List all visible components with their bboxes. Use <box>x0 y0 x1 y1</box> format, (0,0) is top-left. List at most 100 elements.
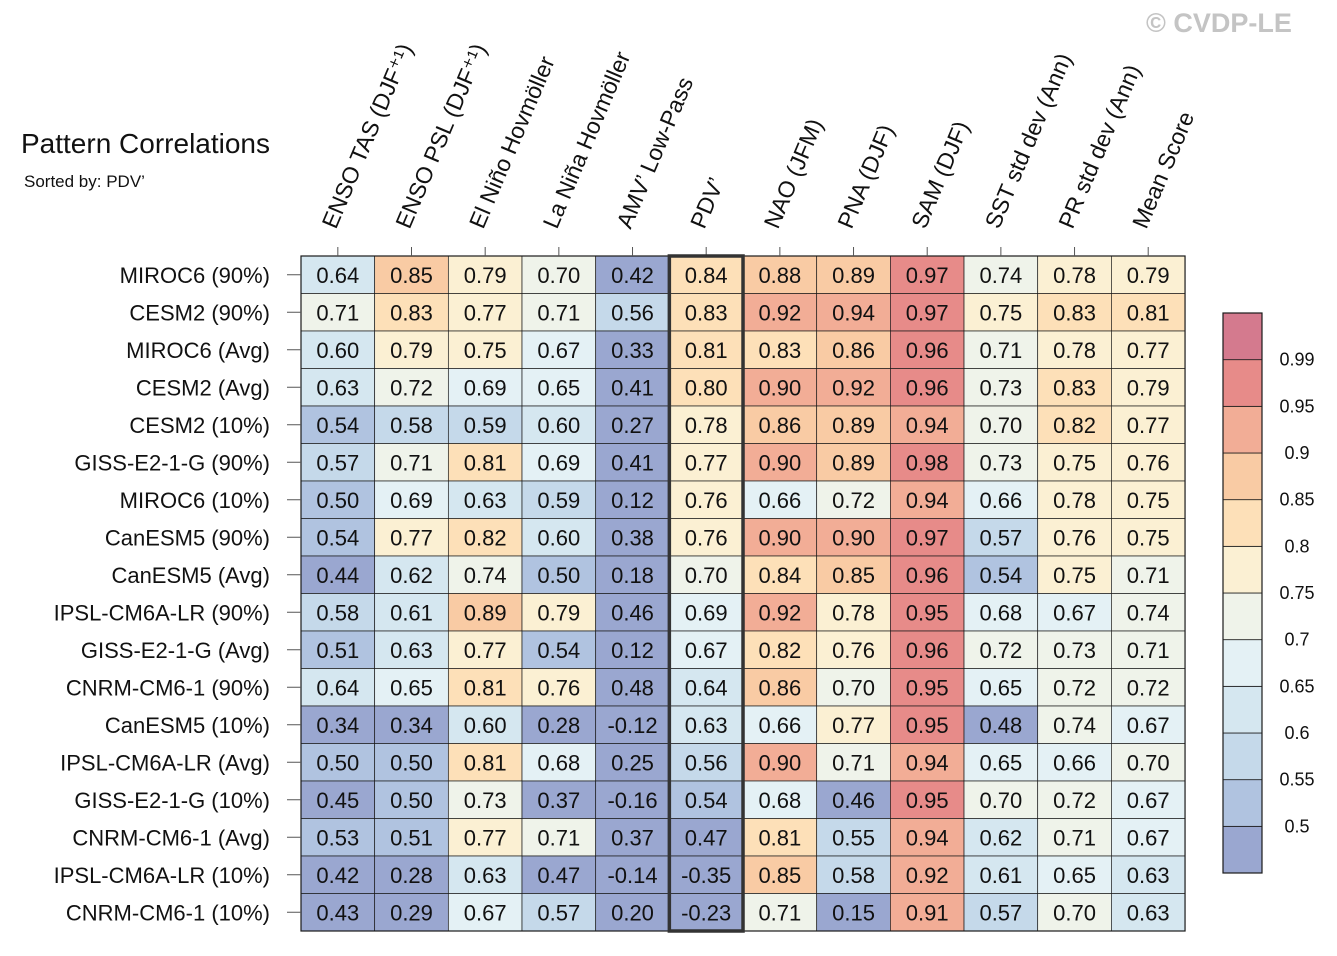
heatmap-cell <box>963 368 1039 407</box>
cell-value: 0.73 <box>1053 638 1096 663</box>
cell-value: 0.85 <box>390 263 433 288</box>
cell-value: 0.77 <box>1127 413 1170 438</box>
heatmap-cell <box>668 480 744 519</box>
cell-value: 0.74 <box>1127 600 1170 625</box>
cell-value: 0.69 <box>464 375 507 400</box>
cell-value: 0.63 <box>685 713 728 738</box>
cell-value: 0.74 <box>979 263 1022 288</box>
heatmap-cell <box>1037 743 1112 782</box>
heatmap-cell <box>1037 330 1112 369</box>
heatmap-cell <box>816 518 891 557</box>
cell-value: 0.29 <box>390 900 433 925</box>
cell-value: 0.97 <box>906 525 949 550</box>
heatmap-cell <box>816 743 891 782</box>
cell-value: 0.90 <box>758 450 801 475</box>
heatmap-cell <box>521 330 597 369</box>
cell-value: 0.64 <box>316 263 359 288</box>
cell-value: 0.85 <box>758 863 801 888</box>
cell-value: -0.35 <box>681 863 731 888</box>
cell-value: 0.92 <box>758 600 801 625</box>
cell-value: 0.58 <box>832 863 875 888</box>
cell-value: 0.12 <box>611 488 654 513</box>
heatmap-cell <box>374 630 449 669</box>
row-labels: MIROC6 (90%) CESM2 (90%) MIROC6 (Avg) CESM2… <box>54 263 301 925</box>
heatmap-cell <box>742 330 818 369</box>
cell-value: 0.66 <box>758 713 801 738</box>
cell-value: 0.72 <box>979 638 1022 663</box>
cell-value: 0.59 <box>464 413 507 438</box>
cell-value: 0.77 <box>685 450 728 475</box>
heatmap-cell <box>668 443 744 482</box>
cell-value: 0.95 <box>906 600 949 625</box>
colorbar-segment <box>1222 312 1263 361</box>
cell-value: 0.70 <box>1053 900 1096 925</box>
cell-value: 0.51 <box>316 638 359 663</box>
cell-value: 0.68 <box>537 750 580 775</box>
heatmap-cell <box>1037 480 1112 519</box>
heatmap-cell <box>447 518 523 557</box>
cell-value: 0.79 <box>464 263 507 288</box>
cell-value: 0.45 <box>316 788 359 813</box>
cell-value: 0.28 <box>537 713 580 738</box>
cell-value: 0.90 <box>832 525 875 550</box>
heatmap-cell <box>521 855 597 894</box>
cell-value: 0.46 <box>832 788 875 813</box>
heatmap-cell <box>521 368 597 407</box>
heatmap-cell <box>521 705 597 744</box>
row-label: MIROC6 (10%) <box>120 488 270 513</box>
cell-value: 0.78 <box>1053 338 1096 363</box>
colorbar-tick-label: 0.5 <box>1284 816 1309 836</box>
heatmap-cell <box>1037 518 1112 557</box>
heatmap-cell <box>742 668 818 707</box>
cell-value: 0.34 <box>390 713 433 738</box>
heatmap-cell <box>742 855 818 894</box>
column-header: PDV’ <box>685 174 729 232</box>
cell-value: 0.67 <box>1127 825 1170 850</box>
cell-value: 0.77 <box>390 525 433 550</box>
heatmap-cell <box>521 593 597 632</box>
heatmap-cell <box>595 855 670 894</box>
watermark: © CVDP-LE <box>1146 8 1292 38</box>
cell-value: 0.64 <box>685 675 728 700</box>
cell-value: 0.42 <box>611 263 654 288</box>
cell-value: 0.70 <box>685 563 728 588</box>
heatmap-cell <box>447 893 523 932</box>
cell-value: 0.71 <box>1127 638 1170 663</box>
cell-value: 0.20 <box>611 900 654 925</box>
cell-value: 0.89 <box>464 600 507 625</box>
cell-value: 0.18 <box>611 563 654 588</box>
cell-value: 0.60 <box>464 713 507 738</box>
cell-value: 0.71 <box>758 900 801 925</box>
heatmap-cell <box>300 555 376 594</box>
row-label: MIROC6 (Avg) <box>126 338 270 363</box>
heatmap-cell <box>300 518 376 557</box>
cell-value: 0.60 <box>537 413 580 438</box>
heatmap-cell <box>300 405 376 444</box>
colorbar-tick-label: 0.75 <box>1279 583 1314 603</box>
cell-value: 0.72 <box>1053 675 1096 700</box>
cell-value: 0.77 <box>1127 338 1170 363</box>
heatmap-cell <box>963 705 1039 744</box>
heatmap-cell <box>963 593 1039 632</box>
cell-value: 0.56 <box>685 750 728 775</box>
heatmap-cell <box>447 668 523 707</box>
heatmap-cell <box>816 593 891 632</box>
heatmap-cell <box>668 368 744 407</box>
cell-value: 0.63 <box>316 375 359 400</box>
cell-value: 0.70 <box>1127 750 1170 775</box>
cell-value: 0.54 <box>685 788 728 813</box>
cell-value: 0.43 <box>316 900 359 925</box>
cell-value: 0.71 <box>390 450 433 475</box>
heatmap-cell <box>1037 405 1112 444</box>
cell-value: 0.70 <box>979 413 1022 438</box>
cell-value: 0.94 <box>906 488 949 513</box>
heatmap-cell <box>595 518 670 557</box>
cell-value: 0.63 <box>390 638 433 663</box>
heatmap-cell <box>742 780 818 819</box>
heatmap-cell <box>963 480 1039 519</box>
colorbar-segment <box>1222 685 1263 734</box>
heatmap-cell <box>816 555 891 594</box>
cell-value: 0.71 <box>537 300 580 325</box>
heatmap-cell <box>374 293 449 332</box>
